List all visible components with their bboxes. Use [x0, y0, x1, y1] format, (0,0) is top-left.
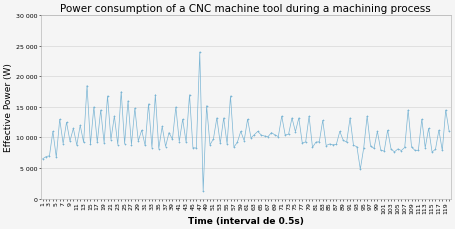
Y-axis label: Effective Power (W): Effective Power (W): [4, 63, 13, 152]
Title: Power consumption of a CNC machine tool during a machining process: Power consumption of a CNC machine tool …: [61, 4, 431, 14]
X-axis label: Time (interval de 0.5s): Time (interval de 0.5s): [188, 216, 304, 225]
